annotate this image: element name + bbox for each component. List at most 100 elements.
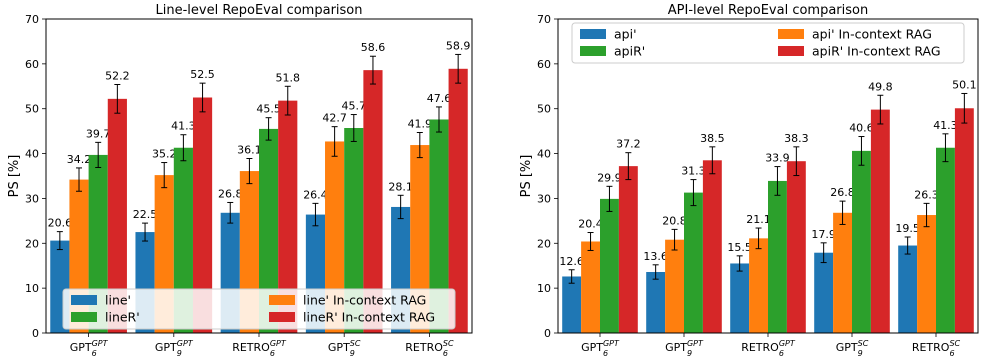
x-tick-base: GPT xyxy=(581,341,603,354)
data-label: 20.8 xyxy=(662,214,687,227)
bar xyxy=(278,100,298,333)
legend-label: lineR' In-context RAG xyxy=(303,310,435,325)
x-tick-sup: GPT xyxy=(603,339,620,348)
x-tick-sub: 6 xyxy=(949,349,954,358)
y-tick-label: 30 xyxy=(25,192,39,205)
data-label: 37.2 xyxy=(616,138,641,151)
bar xyxy=(833,212,852,333)
data-label: 26.4 xyxy=(303,188,328,201)
legend-label: apiR' In-context RAG xyxy=(812,44,941,59)
data-label: 20.4 xyxy=(578,218,603,231)
y-tick-label: 70 xyxy=(25,13,39,26)
bar xyxy=(192,97,213,333)
y-tick-label: 0 xyxy=(544,327,551,340)
line-level-chart: Line-level RepoEval comparison PS [%] 0 10 2… xyxy=(7,3,473,358)
data-label: 41.9 xyxy=(408,117,433,130)
legend-label: api' In-context RAG xyxy=(812,27,932,42)
bar xyxy=(917,215,936,333)
x-tick-sub: 9 xyxy=(177,349,182,358)
data-label: 28.1 xyxy=(388,180,413,193)
data-label: 21.1 xyxy=(746,213,771,226)
y-tick-label: 30 xyxy=(537,192,551,205)
y-tick-label: 60 xyxy=(25,58,39,71)
data-label: 35.2 xyxy=(152,148,177,161)
bar xyxy=(730,263,750,333)
bar xyxy=(814,252,834,333)
x-tick-base: GPT xyxy=(70,341,92,354)
data-label: 20.6 xyxy=(48,217,73,230)
x-tick-sup: GPT xyxy=(779,339,796,348)
bar xyxy=(954,108,974,333)
legend-swatch xyxy=(71,312,97,322)
bar xyxy=(665,239,684,333)
bar xyxy=(646,271,666,333)
api-level-chart: API-level RepoEval comparison PS [%] 0 10 20… xyxy=(519,3,979,358)
bar xyxy=(363,70,383,333)
bar xyxy=(259,128,279,333)
x-tick-base: RETRO xyxy=(912,341,950,354)
bar xyxy=(581,241,600,333)
x-tick-sub: 6 xyxy=(92,349,97,358)
data-label: 52.2 xyxy=(105,69,130,82)
data-label: 29.9 xyxy=(597,171,622,184)
legend: api' api' In-context RAG apiR' apiR' In-con… xyxy=(571,22,965,64)
x-tick-sup: SC xyxy=(443,339,454,348)
y-tick-label: 20 xyxy=(25,237,39,250)
data-label: 40.6 xyxy=(849,122,874,135)
data-label: 49.8 xyxy=(868,80,893,93)
data-label: 47.6 xyxy=(427,92,452,105)
x-tick-label: GPTGPT 9 xyxy=(665,339,704,358)
x-tick-sup: GPT xyxy=(270,339,287,348)
x-tick-label: RETROGPT 6 xyxy=(232,339,287,358)
x-tick-base: GPT xyxy=(665,341,687,354)
x-tick-sub: 9 xyxy=(687,349,692,358)
data-label: 26.8 xyxy=(218,187,243,200)
legend-label: line' In-context RAG xyxy=(303,293,426,308)
legend-swatch xyxy=(71,295,97,305)
bar xyxy=(936,147,955,333)
bar xyxy=(618,166,638,333)
data-label: 17.9 xyxy=(811,228,836,241)
bar xyxy=(870,109,890,334)
x-tick-sub: 6 xyxy=(270,349,275,358)
y-tick-label: 40 xyxy=(537,148,551,161)
data-label: 36.1 xyxy=(237,144,262,157)
x-tick-label: RETROSC 6 xyxy=(405,339,454,358)
bar xyxy=(684,192,703,333)
data-label: 12.6 xyxy=(559,255,584,268)
x-tick-sup: GPT xyxy=(177,339,194,348)
data-label: 13.6 xyxy=(643,250,668,263)
y-axis-label: PS [%] xyxy=(7,155,22,198)
data-label: 26.8 xyxy=(830,186,855,199)
x-tick-sup: SC xyxy=(858,339,869,348)
data-label: 39.7 xyxy=(86,127,111,140)
legend-swatch xyxy=(580,29,606,39)
legend-swatch xyxy=(778,29,804,39)
data-label: 41.3 xyxy=(933,119,958,132)
x-tick-sup: SC xyxy=(949,339,960,348)
legend: line' line' In-context RAG lineR' lineR' In… xyxy=(62,288,456,330)
chart-title: Line-level RepoEval comparison xyxy=(155,3,362,18)
legend-label: api' xyxy=(614,27,637,42)
data-label: 34.2 xyxy=(67,153,92,166)
data-label: 26.3 xyxy=(914,188,939,201)
x-tick-sub: 9 xyxy=(858,349,863,358)
bar xyxy=(344,128,364,333)
data-label: 45.7 xyxy=(342,100,367,113)
x-tick-label: RETROGPT 6 xyxy=(741,339,796,358)
x-tick-sup: GPT xyxy=(687,339,704,348)
x-tick-label: GPTSC 9 xyxy=(836,339,869,358)
bar xyxy=(702,160,722,333)
x-tick-sup: GPT xyxy=(92,339,109,348)
chart-title: API-level RepoEval comparison xyxy=(668,3,868,18)
y-tick-label: 40 xyxy=(25,148,39,161)
bar xyxy=(749,238,768,333)
legend-swatch xyxy=(580,46,606,56)
bar xyxy=(852,150,871,333)
bar xyxy=(410,145,430,333)
y-tick-label: 50 xyxy=(25,103,39,116)
bar xyxy=(786,161,806,333)
legend-label: apiR' xyxy=(614,44,645,59)
y-tick-label: 50 xyxy=(537,103,551,116)
x-tick-base: GPT xyxy=(836,341,858,354)
